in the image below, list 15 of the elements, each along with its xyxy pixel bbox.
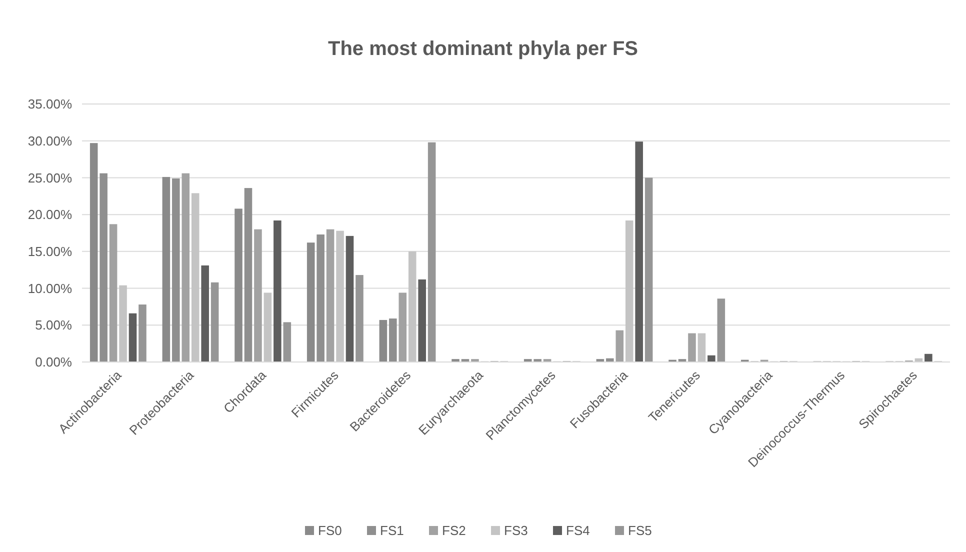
legend-label: FS0 <box>318 523 342 538</box>
legend-label: FS1 <box>380 523 404 538</box>
legend-label: FS2 <box>442 523 466 538</box>
legend-label: FS4 <box>566 523 590 538</box>
y-tick-label: 0.00% <box>35 354 72 370</box>
y-tick-label: 20.00% <box>28 207 72 222</box>
y-tick-label: 35.00% <box>28 96 72 112</box>
legend-label: FS3 <box>504 523 528 538</box>
y-tick-label: 30.00% <box>28 133 72 148</box>
chart-title: The most dominant phyla per FS <box>328 38 638 60</box>
y-tick-label: 15.00% <box>28 244 72 259</box>
y-tick-label: 10.00% <box>28 280 72 296</box>
y-tick-label: 25.00% <box>28 170 72 186</box>
y-tick-label: 5.00% <box>35 318 72 333</box>
legend-label: FS5 <box>628 523 652 538</box>
